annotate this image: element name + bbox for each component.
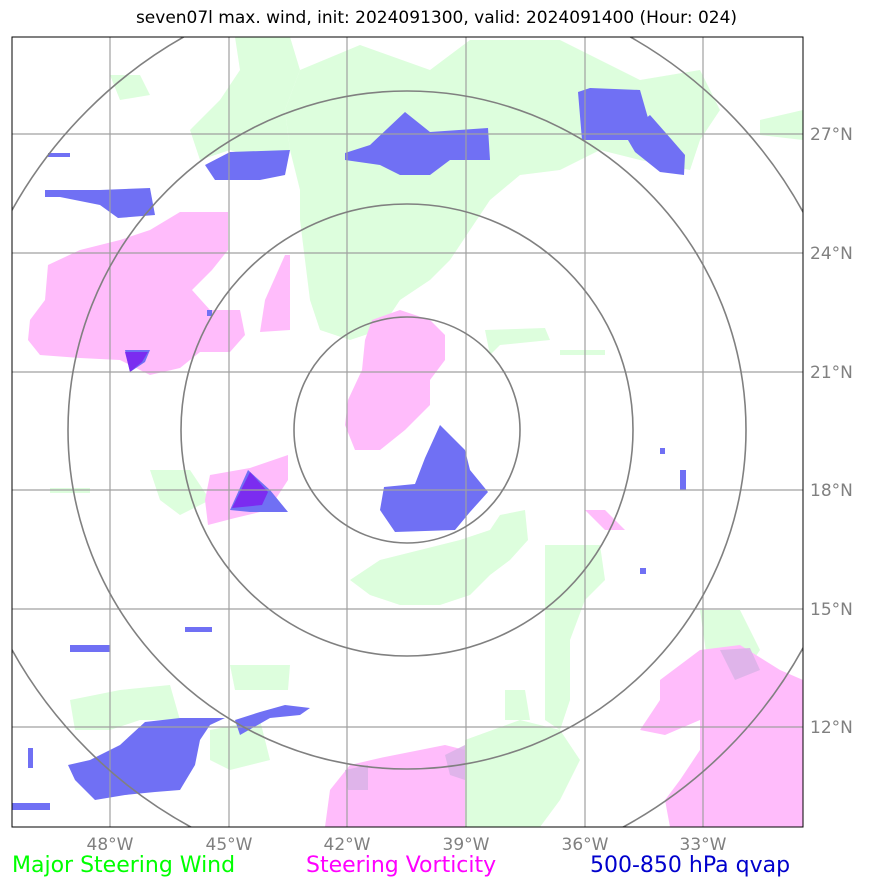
legend-steering-wind: Major Steering Wind (12, 853, 236, 878)
range-rings (12, 37, 803, 827)
qvap-field (12, 88, 686, 810)
x-tick-33w: 33°W (680, 835, 727, 855)
x-axis-labels: 48°W 45°W 42°W 39°W 36°W 33°W (87, 835, 727, 855)
x-tick-45w: 45°W (206, 835, 253, 855)
y-tick-24n: 24°N (810, 244, 853, 264)
plot-frame (11, 36, 804, 828)
y-axis-labels: 27°N 24°N 21°N 18°N 15°N 12°N (810, 125, 853, 738)
y-tick-18n: 18°N (810, 481, 853, 501)
range-ring-1 (293, 316, 521, 544)
legend-steering-vorticity: Steering Vorticity (306, 853, 497, 878)
x-tick-48w: 48°W (87, 835, 134, 855)
graticule (12, 37, 803, 827)
y-tick-21n: 21°N (810, 363, 853, 383)
overlap-field (345, 648, 760, 790)
y-tick-27n: 27°N (810, 125, 853, 145)
x-tick-39w: 39°W (443, 835, 490, 855)
x-tick-42w: 42°W (324, 835, 371, 855)
y-tick-12n: 12°N (810, 718, 853, 738)
range-ring-3 (67, 90, 747, 770)
map-title: seven07l max. wind, init: 2024091300, va… (135, 8, 738, 28)
x-tick-36w: 36°W (562, 835, 609, 855)
legend-qvap: 500-850 hPa qvap (590, 853, 791, 878)
range-ring-2 (180, 203, 634, 657)
y-tick-15n: 15°N (810, 600, 853, 620)
